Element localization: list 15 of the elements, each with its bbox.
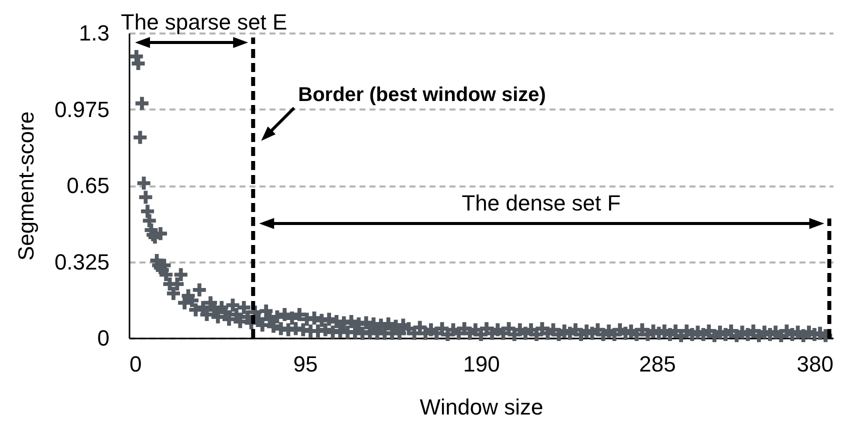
x-tick-label: 380 xyxy=(796,352,834,376)
x-tick-label: 190 xyxy=(463,352,500,376)
x-tick-label: 0 xyxy=(130,352,142,376)
annotation: Border (best window size) xyxy=(298,84,546,106)
annotation: The sparse set E xyxy=(120,10,288,34)
y-tick-label: 0.325 xyxy=(54,249,110,274)
x-tick-label: 285 xyxy=(639,352,676,376)
y-tick-label: 0.975 xyxy=(54,96,110,122)
x-tick-label: 95 xyxy=(293,352,318,376)
annotation: The dense set F xyxy=(462,190,621,216)
y-tick-label: 0.65 xyxy=(66,173,110,198)
y-axis-title: Segment-score xyxy=(13,111,38,261)
y-tick-label: 1.3 xyxy=(78,20,110,46)
y-tick-label: 0 xyxy=(97,326,110,350)
x-axis-title: Window size xyxy=(420,394,544,420)
